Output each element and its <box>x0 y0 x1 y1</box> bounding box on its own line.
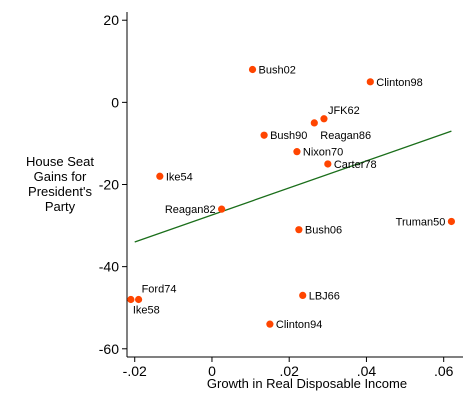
data-point <box>320 115 328 123</box>
data-point <box>293 148 301 156</box>
data-point <box>218 205 226 213</box>
data-point-label: Clinton94 <box>276 319 322 331</box>
labels-layer: Bush02 Clinton98 JFK62 Reagan86 Bush90 Nixon7… <box>133 65 446 332</box>
data-point-label: Clinton98 <box>376 77 422 89</box>
y-axis-title-line: Party <box>45 199 76 214</box>
y-axis-title-line: Gains for <box>34 169 87 184</box>
fit-line <box>134 130 452 243</box>
data-point <box>260 131 268 139</box>
data-point <box>156 172 164 180</box>
data-point <box>299 291 307 299</box>
y-tick-label: 20 <box>103 12 119 28</box>
data-point-label: Ford74 <box>142 284 177 296</box>
data-point <box>310 119 318 127</box>
y-tick-label: -40 <box>99 259 119 275</box>
data-point-label: Truman50 <box>396 216 446 228</box>
y-axis-title: House Seat Gains for President's Party <box>26 154 94 214</box>
data-point-label: Ike58 <box>133 305 160 317</box>
x-axis-title: Growth in Real Disposable Income <box>207 376 407 391</box>
x-tick-label: .02 <box>279 363 299 379</box>
data-point-label: Reagan82 <box>165 204 216 216</box>
x-tick-label: .04 <box>357 363 377 379</box>
y-axis-title-line: President's <box>28 184 92 199</box>
axes: -60 -40 -20 0 20 -.02 0 .02 .04 .06 <box>99 12 463 379</box>
y-tick-label: -60 <box>99 341 119 357</box>
data-point <box>366 78 374 86</box>
data-point <box>447 217 456 226</box>
data-point <box>134 295 143 304</box>
data-point-label: JFK62 <box>328 105 360 117</box>
data-point-label: Reagan86 <box>320 130 371 142</box>
data-point <box>127 295 135 304</box>
data-point-label: Bush02 <box>259 65 296 77</box>
y-tick-label: 0 <box>111 94 119 110</box>
data-point-label: Ike54 <box>166 171 193 183</box>
data-point <box>324 160 332 168</box>
data-point-label: Nixon70 <box>303 147 343 159</box>
points-layer <box>127 65 456 328</box>
x-tick-label: -.02 <box>123 363 147 379</box>
fit-line-layer <box>134 130 452 243</box>
y-tick-label: -20 <box>99 177 119 193</box>
x-tick-label: .06 <box>434 363 454 379</box>
data-point-label: Bush90 <box>270 130 307 142</box>
data-point <box>295 226 303 234</box>
x-tick-label: 0 <box>208 363 216 379</box>
data-point-label: LBJ66 <box>309 290 340 302</box>
data-point <box>248 65 257 74</box>
data-point-label: Bush06 <box>305 225 342 237</box>
y-axis-title-line: House Seat <box>26 154 94 169</box>
data-point <box>266 320 274 328</box>
data-point-label: Carter78 <box>334 159 377 171</box>
